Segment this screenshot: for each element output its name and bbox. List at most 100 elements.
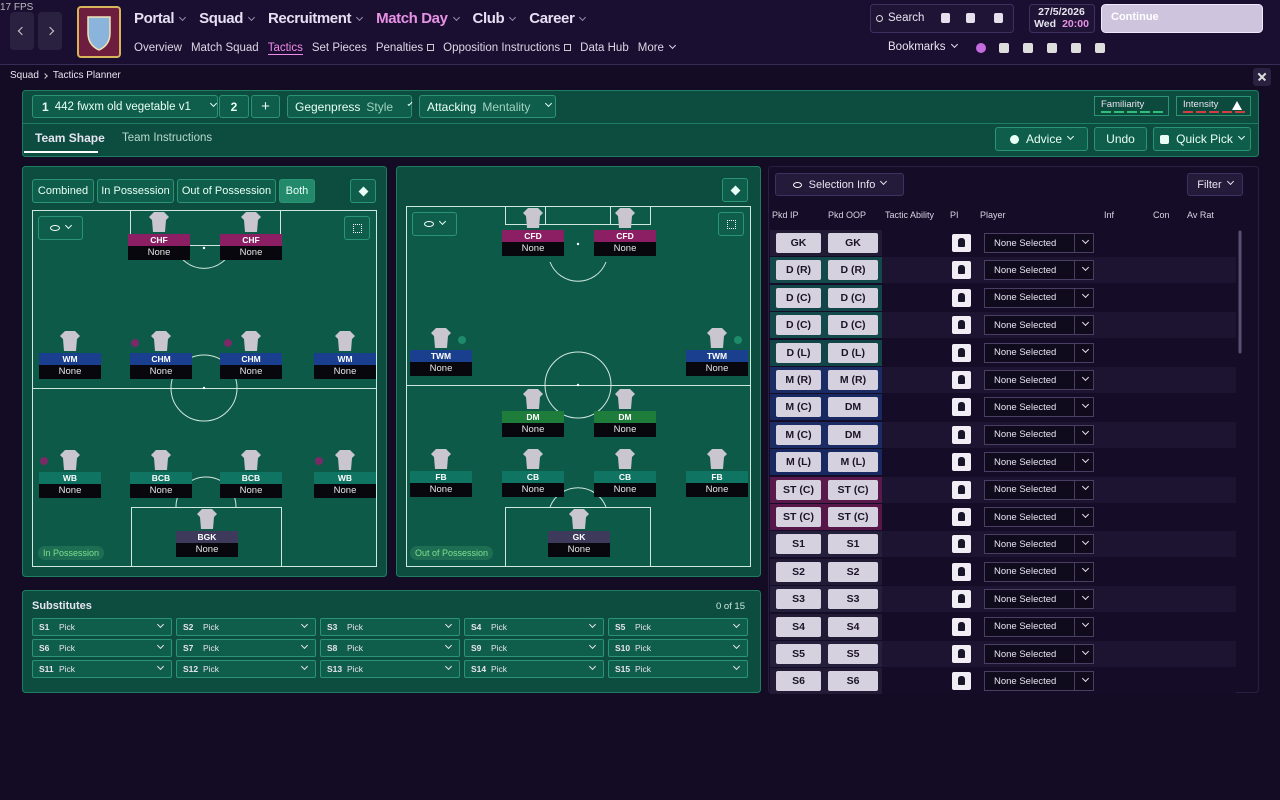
column-header[interactable]: Tactic Ability <box>885 210 935 220</box>
quick-icon[interactable] <box>1047 43 1057 53</box>
pkd-oop-button[interactable]: ST (C) <box>828 507 878 527</box>
pkd-oop-button[interactable]: S2 <box>828 561 878 582</box>
player-dropdown[interactable]: None Selected <box>984 397 1094 418</box>
substitute-slot[interactable]: S8 Pick <box>320 639 460 657</box>
bookmarks-button[interactable]: Bookmarks <box>888 40 958 55</box>
toolbar-icon[interactable] <box>941 13 950 23</box>
main-nav-item[interactable]: Recruitment <box>268 10 364 27</box>
quick-icon[interactable] <box>976 43 986 53</box>
pi-button[interactable] <box>952 261 971 280</box>
continue-button[interactable]: Continue <box>1111 11 1159 23</box>
substitute-slot[interactable]: S11 Pick <box>32 660 172 678</box>
pkd-oop-button[interactable]: S5 <box>828 644 878 664</box>
tactic-dropdown[interactable]: 1 442 fwxm old vegetable v1 <box>32 95 218 118</box>
substitute-slot[interactable]: S7 Pick <box>176 639 316 657</box>
tactic-slot[interactable]: 2 <box>219 95 249 118</box>
mentality-dropdown[interactable]: Attacking Mentality <box>419 95 556 118</box>
pi-button[interactable] <box>952 288 971 307</box>
sub-nav-item[interactable]: More <box>638 41 676 54</box>
pkd-ip-button[interactable]: ST (C) <box>776 479 821 500</box>
pi-button[interactable] <box>952 508 971 526</box>
substitute-slot[interactable]: S14 Pick <box>464 660 604 678</box>
player-slot[interactable]: FB None <box>686 449 748 497</box>
pkd-oop-button[interactable]: ST (C) <box>828 479 878 500</box>
player-dropdown[interactable]: None Selected <box>984 534 1094 555</box>
player-dropdown[interactable]: None Selected <box>984 342 1094 363</box>
view-button[interactable] <box>722 178 748 202</box>
substitute-slot[interactable]: S4 Pick <box>464 618 604 636</box>
player-dropdown[interactable]: None Selected <box>984 644 1094 664</box>
pkd-oop-button[interactable]: S4 <box>828 616 878 637</box>
pi-button[interactable] <box>952 562 971 581</box>
pi-button[interactable] <box>952 590 971 609</box>
pkd-oop-button[interactable]: D (L) <box>828 342 878 363</box>
view-button[interactable] <box>350 179 376 203</box>
main-nav-item[interactable]: Club <box>473 10 517 27</box>
toolbar-icon[interactable] <box>966 13 975 23</box>
substitute-slot[interactable]: S9 Pick <box>464 639 604 657</box>
grid-button[interactable] <box>718 212 744 236</box>
sub-nav-item[interactable]: Overview <box>134 42 182 54</box>
pkd-ip-button[interactable]: D (L) <box>776 342 821 363</box>
action-button[interactable]: Advice <box>995 127 1088 151</box>
player-dropdown[interactable]: None Selected <box>984 287 1094 308</box>
column-header[interactable]: Player <box>980 210 1006 220</box>
quick-icon[interactable] <box>1071 43 1081 53</box>
pkd-ip-button[interactable]: D (C) <box>776 315 821 336</box>
player-slot[interactable]: CB None <box>502 449 564 497</box>
pkd-ip-button[interactable]: S5 <box>776 644 821 664</box>
player-slot[interactable]: CB None <box>594 449 656 497</box>
grid-button[interactable] <box>344 216 370 240</box>
eye-button[interactable] <box>38 216 83 240</box>
club-logo[interactable] <box>78 7 120 57</box>
player-dropdown[interactable]: None Selected <box>984 507 1094 527</box>
back-button[interactable] <box>10 12 34 50</box>
tab[interactable]: Team Instructions <box>122 132 213 144</box>
toolbar-icon[interactable] <box>994 13 1003 23</box>
player-dropdown[interactable]: None Selected <box>984 452 1094 473</box>
player-slot[interactable]: TWM None <box>410 328 472 376</box>
substitute-slot[interactable]: S10 Pick <box>608 639 748 657</box>
column-header[interactable]: Pkd IP <box>772 210 799 220</box>
phase-button[interactable]: Both <box>279 179 315 203</box>
column-header[interactable]: Av Rat <box>1187 210 1214 220</box>
column-header[interactable]: PI <box>950 210 959 220</box>
player-dropdown[interactable]: None Selected <box>984 616 1094 637</box>
tab[interactable]: Team Shape <box>35 131 105 145</box>
pkd-oop-button[interactable]: DM <box>828 424 878 445</box>
player-dropdown[interactable]: None Selected <box>984 561 1094 582</box>
pi-button[interactable] <box>952 645 971 663</box>
player-slot[interactable]: WM None <box>39 331 101 379</box>
substitute-slot[interactable]: S15 Pick <box>608 660 748 678</box>
pkd-oop-button[interactable]: S6 <box>828 671 878 692</box>
action-button[interactable]: Quick Pick <box>1153 127 1251 151</box>
column-header[interactable]: Con <box>1153 210 1170 220</box>
pkd-ip-button[interactable]: S4 <box>776 616 821 637</box>
main-nav-item[interactable]: Squad <box>199 10 256 27</box>
pi-button[interactable] <box>952 398 971 417</box>
player-slot[interactable]: CFD None <box>502 208 564 256</box>
pkd-ip-button[interactable]: S2 <box>776 561 821 582</box>
add-tactic[interactable]: + <box>251 95 280 118</box>
pkd-ip-button[interactable]: M (C) <box>776 397 821 418</box>
forward-button[interactable] <box>38 12 62 50</box>
pi-button[interactable] <box>952 480 971 499</box>
pkd-ip-button[interactable]: S6 <box>776 671 821 692</box>
action-button[interactable]: Undo <box>1094 127 1147 151</box>
player-dropdown[interactable]: None Selected <box>984 424 1094 445</box>
sub-nav-item[interactable]: Penalties <box>376 42 435 54</box>
player-dropdown[interactable]: None Selected <box>984 315 1094 336</box>
sub-nav-item[interactable]: Match Squad <box>190 42 259 54</box>
player-slot[interactable]: WM None <box>314 331 376 379</box>
pkd-ip-button[interactable]: S3 <box>776 589 821 610</box>
pkd-oop-button[interactable]: D (C) <box>828 315 878 336</box>
pi-button[interactable] <box>952 672 971 691</box>
pkd-ip-button[interactable]: ST (C) <box>776 507 821 527</box>
substitute-slot[interactable]: S1 Pick <box>32 618 172 636</box>
pkd-ip-button[interactable]: GK <box>776 233 821 253</box>
pkd-ip-button[interactable]: M (L) <box>776 452 821 473</box>
quick-icon[interactable] <box>999 43 1009 53</box>
substitute-slot[interactable]: S2 Pick <box>176 618 316 636</box>
substitute-slot[interactable]: S12 Pick <box>176 660 316 678</box>
pkd-ip-button[interactable]: S1 <box>776 534 821 555</box>
